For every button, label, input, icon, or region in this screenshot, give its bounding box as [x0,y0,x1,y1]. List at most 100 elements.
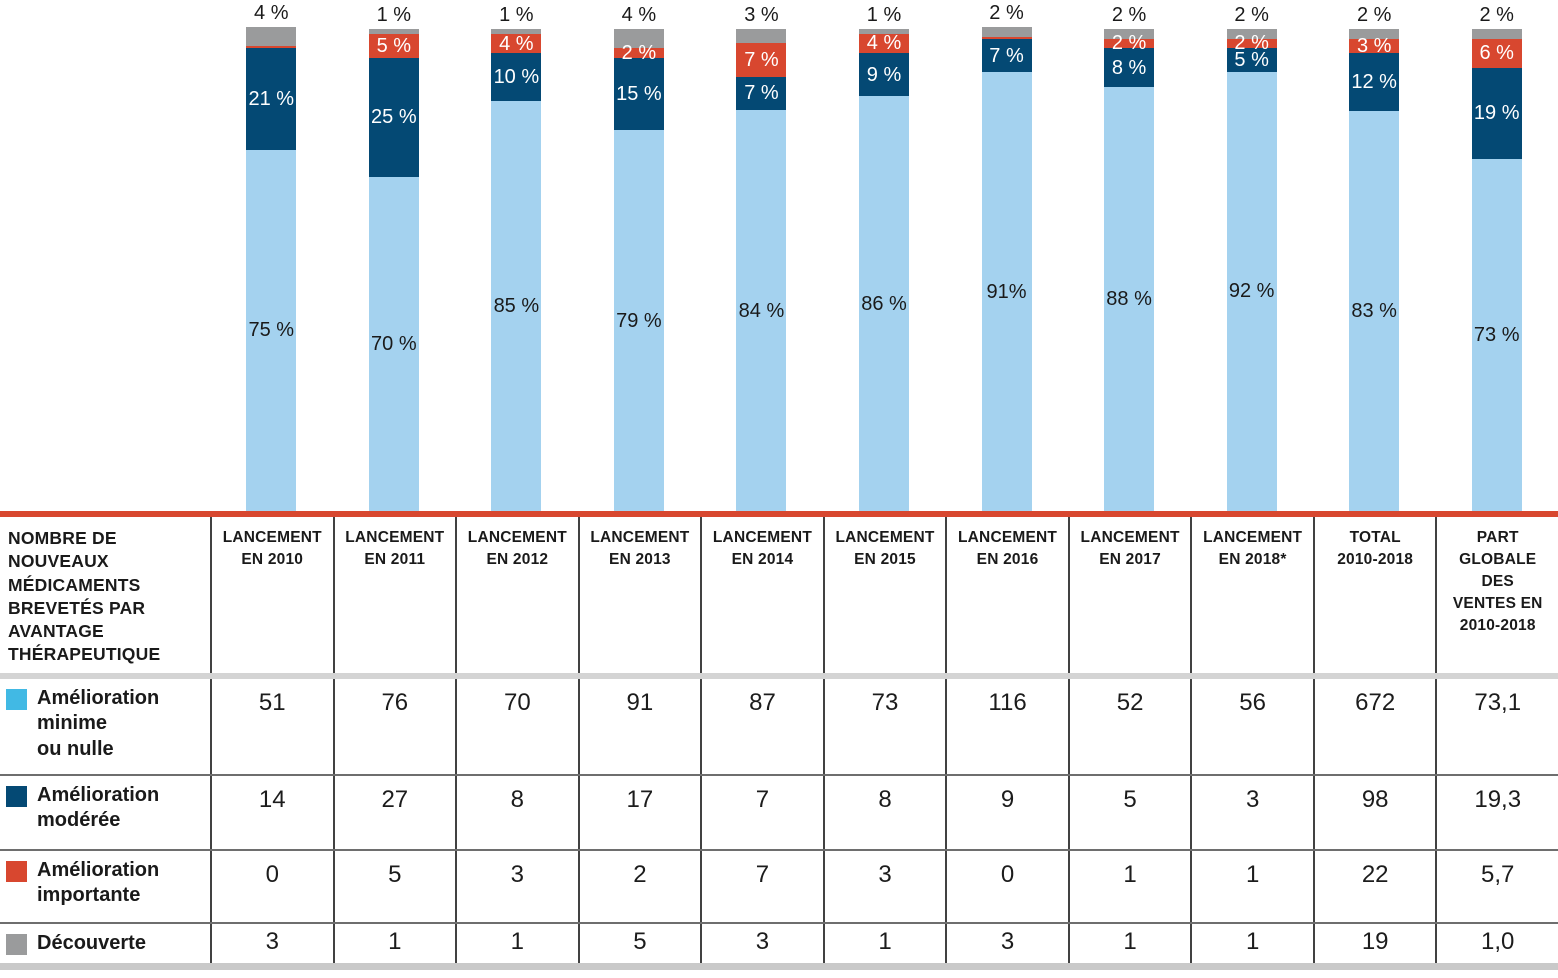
table-row: Découverte 3 1 1 5 3 1 3 1 1 19 1,0 [0,924,1558,963]
legend-swatch-light-blue [6,689,27,710]
table-value-cell: 8 [822,776,946,849]
table-value-cell: 1,0 [1435,924,1558,963]
table-value-cell: 19,3 [1435,776,1558,849]
bar-segment: 73 % [1471,159,1522,511]
table-value-cell: 1 [332,924,456,963]
segment-percent-label: 88 % [1106,287,1152,310]
segment-percent-label: 7 % [989,44,1024,67]
table-value-cell: 3 [1190,776,1313,849]
table-value-cell: 1 [455,924,578,963]
above-bar-percent-label: 1 % [866,4,902,27]
table-value-cell: 3 [822,851,946,922]
segment-percent-label: 85 % [493,295,540,318]
header-divider [0,673,1558,679]
table-value-cell: 1 [1067,924,1191,963]
above-bar-percent-label: 4 % [254,2,289,25]
segment-percent-label: 21 % [248,87,295,110]
segment-percent-label: 92 % [1228,280,1275,303]
segment-percent-label: 75 % [248,319,295,342]
table-value-cell: 0 [945,851,1068,922]
table-value-cell: 5,7 [1435,851,1558,922]
stacked-bar: 2 % 2 % 8 % 88 % [1104,5,1155,511]
above-bar-percent-label: 2 % [1234,4,1269,27]
segment-percent-label: 2 % [621,42,657,65]
bar-segment [246,46,297,49]
bar-segment: 7 % [736,76,787,111]
above-bar-percent-label: 3 % [744,4,779,27]
segment-percent-label: 3 % [1356,34,1392,57]
table-value-cell: 70 [455,679,578,774]
bar-segment: 2 % [1104,33,1155,53]
stacked-bar: 2 % 6 % 19 % 73 % [1471,5,1522,511]
bar-segment [613,29,664,49]
legend-swatch-dark-blue [6,786,27,807]
bar-segment [1226,29,1277,39]
table-corner-header: NOMBRE DE NOUVEAUX MÉDICAMENTS BREVETÉS … [8,528,161,665]
table-value-cell: 5 [332,851,456,922]
bar-segment: 91% [981,72,1032,511]
column-header: LANCEMENT EN 2018* [1190,517,1313,673]
table-bottom-border [0,963,1558,970]
bar-segment: 15 % [613,57,664,131]
column-header: LANCEMENT EN 2013 [577,517,701,673]
bar-segment: 8 % [1104,48,1155,87]
bar-segment [1349,29,1400,39]
bar-segment: 86 % [859,96,909,511]
segment-percent-label: 70 % [371,332,417,355]
table-value-cell: 1 [1067,851,1191,922]
above-bar-percent-label: 2 % [1111,4,1147,27]
bar-segment: 21 % [246,48,297,150]
column-header: LANCEMENT EN 2010 [210,517,333,673]
bar-segment: 9 % [859,53,909,97]
bar-segment: 10 % [491,53,542,102]
bar-segment [368,29,419,34]
table-value-cell: 22 [1312,851,1436,922]
legend-swatch-red [6,861,27,882]
segment-percent-label: 12 % [1351,71,1397,94]
legend-cell: Amélioration modérée [0,776,210,849]
table-value-cell: 1 [1190,924,1313,963]
segment-percent-label: 2 % [1234,32,1269,55]
legend-label: Découverte [37,932,146,954]
legend-cell: Amélioration importante [0,851,210,922]
bar-segment: 7 % [736,43,787,77]
bar-segment [1104,29,1155,39]
table-value-cell: 7 [700,851,823,922]
chart-plot-area: 4 % 21 % 75 % 1 % 5 % 25 % 70 % 1 % 4 % 10 % 85 % 4… [246,2,1522,511]
segment-percent-label: 5 % [1234,49,1269,72]
segment-percent-label: 73 % [1473,324,1520,347]
bar-segment: 5 % [368,33,419,58]
table-value-cell: 27 [332,776,456,849]
segment-percent-label: 79 % [616,309,662,332]
table-value-cell: 8 [455,776,578,849]
table-value-cell: 91 [577,679,701,774]
segment-percent-label: 91% [986,280,1027,303]
table-value-cell: 3 [700,924,823,963]
above-bar-percent-label: 2 % [989,2,1024,25]
table-value-cell: 19 [1312,924,1436,963]
table-value-cell: 87 [700,679,823,774]
above-bar-percent-label: 4 % [621,4,657,27]
stacked-bar: 2 % 7 % 91% [981,3,1032,511]
segment-percent-label: 10 % [493,66,540,89]
bar-segment: 6 % [1471,38,1522,68]
legend-label: Amélioration importante [37,859,160,907]
table-value-cell: 76 [332,679,456,774]
stacked-bar: 1 % 4 % 9 % 86 % [859,5,909,511]
segment-percent-label: 19 % [1473,102,1520,125]
bar-segment [246,27,297,47]
bar-segment: 79 % [613,130,664,511]
table-value-cell: 14 [210,776,333,849]
bar-segment: 70 % [368,176,419,511]
table-value-cell: 17 [577,776,701,849]
segment-percent-label: 15 % [616,83,662,106]
table-value-cell: 3 [455,851,578,922]
data-table: NOMBRE DE NOUVEAUX MÉDICAMENTS BREVETÉS … [0,511,1558,970]
segment-percent-label: 6 % [1479,42,1514,65]
stacked-bar: 1 % 4 % 10 % 85 % [491,5,542,511]
column-header: LANCEMENT EN 2011 [332,517,456,673]
table-value-cell: 5 [577,924,701,963]
bar-segment: 7 % [981,38,1032,73]
bar-segment: 84 % [736,110,787,511]
column-header: LANCEMENT EN 2015 [822,517,946,673]
